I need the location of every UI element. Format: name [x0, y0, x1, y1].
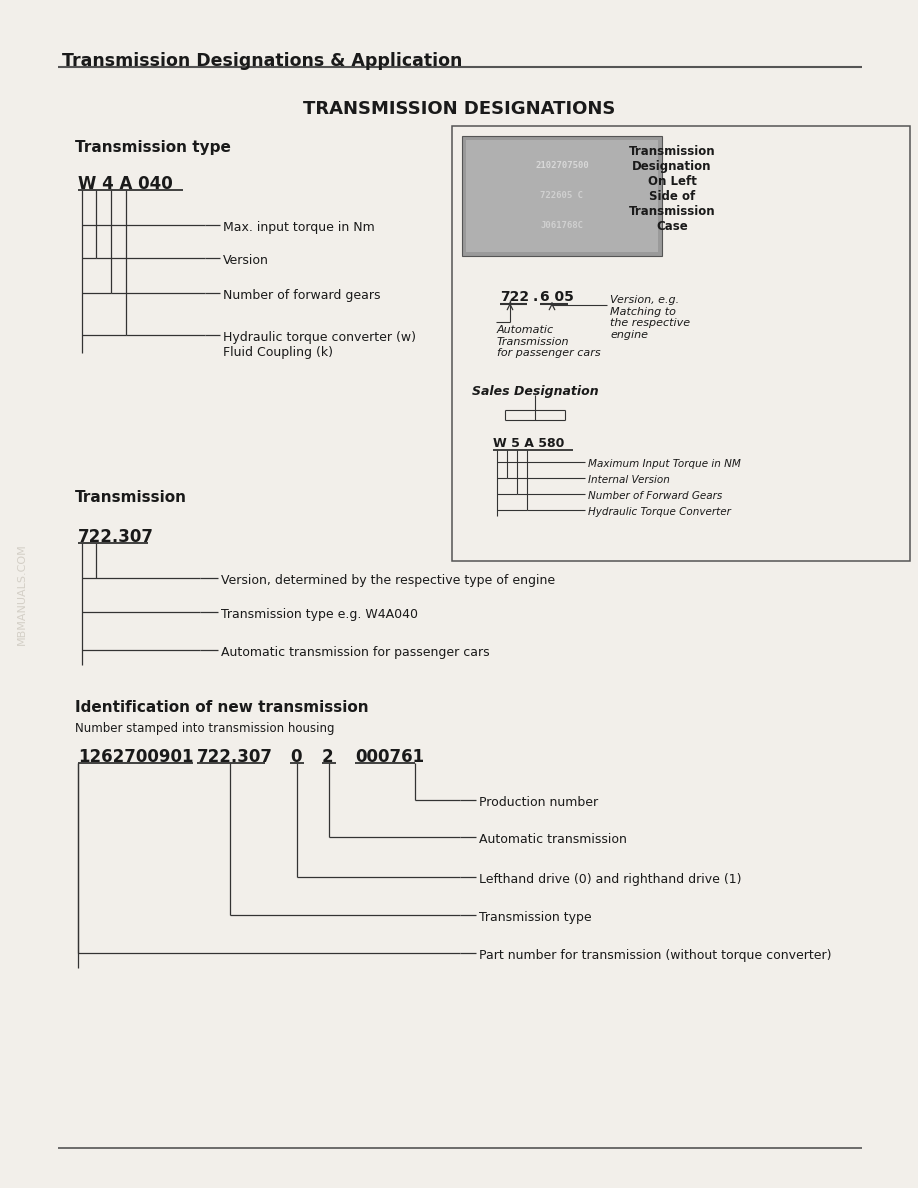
Text: MBMANUALS.COM: MBMANUALS.COM: [17, 543, 27, 645]
Text: Hydraulic torque converter (w)
Fluid Coupling (k): Hydraulic torque converter (w) Fluid Cou…: [223, 331, 416, 359]
Text: W 4 A 040: W 4 A 040: [78, 175, 173, 192]
Text: Internal Version: Internal Version: [588, 475, 670, 485]
Text: Production number: Production number: [479, 796, 599, 809]
Text: Number of forward gears: Number of forward gears: [223, 289, 380, 302]
Bar: [452, 126, 910, 561]
Text: J061768C: J061768C: [541, 221, 584, 230]
Text: Lefthand drive (0) and righthand drive (1): Lefthand drive (0) and righthand drive (…: [479, 873, 742, 886]
Text: Sales Designation: Sales Designation: [472, 385, 599, 398]
Text: 722.307: 722.307: [78, 527, 154, 546]
Text: Automatic transmission for passenger cars: Automatic transmission for passenger car…: [221, 646, 489, 659]
Text: W 5 A 580: W 5 A 580: [493, 437, 565, 450]
Text: Number of Forward Gears: Number of Forward Gears: [588, 491, 722, 501]
Text: Transmission type e.g. W4A040: Transmission type e.g. W4A040: [221, 608, 418, 621]
Text: Transmission Designations & Application: Transmission Designations & Application: [62, 52, 463, 70]
Bar: [462, 135, 662, 255]
Text: 722: 722: [500, 290, 529, 304]
Bar: [466, 140, 658, 252]
Text: Transmission type: Transmission type: [75, 140, 230, 154]
Text: Version, e.g.
Matching to
the respective
engine: Version, e.g. Matching to the respective…: [610, 295, 690, 340]
Text: 0: 0: [290, 748, 301, 766]
Text: 1262700901: 1262700901: [78, 748, 194, 766]
Text: Identification of new transmission: Identification of new transmission: [75, 700, 369, 715]
Text: Hydraulic Torque Converter: Hydraulic Torque Converter: [588, 507, 731, 517]
Text: 722605 C: 722605 C: [541, 191, 584, 201]
Text: 2: 2: [322, 748, 333, 766]
Text: 2102707500: 2102707500: [535, 162, 588, 171]
Text: Transmission: Transmission: [75, 489, 187, 505]
Text: Part number for transmission (without torque converter): Part number for transmission (without to…: [479, 949, 832, 962]
Text: Max. input torque in Nm: Max. input torque in Nm: [223, 221, 375, 234]
Text: Transmission
Designation
On Left
Side of
Transmission
Case: Transmission Designation On Left Side of…: [629, 145, 715, 233]
Text: Number stamped into transmission housing: Number stamped into transmission housing: [75, 722, 334, 735]
Text: Maximum Input Torque in NM: Maximum Input Torque in NM: [588, 459, 741, 469]
Text: Version: Version: [223, 254, 269, 267]
Text: 722.307: 722.307: [197, 748, 273, 766]
Text: .: .: [533, 290, 538, 304]
Text: 000761: 000761: [355, 748, 424, 766]
Text: 6 05: 6 05: [540, 290, 574, 304]
Text: Automatic
Transmission
for passenger cars: Automatic Transmission for passenger car…: [497, 326, 600, 359]
Text: Version, determined by the respective type of engine: Version, determined by the respective ty…: [221, 574, 555, 587]
Text: TRANSMISSION DESIGNATIONS: TRANSMISSION DESIGNATIONS: [303, 100, 615, 118]
Text: Automatic transmission: Automatic transmission: [479, 833, 627, 846]
Text: Transmission type: Transmission type: [479, 911, 591, 924]
